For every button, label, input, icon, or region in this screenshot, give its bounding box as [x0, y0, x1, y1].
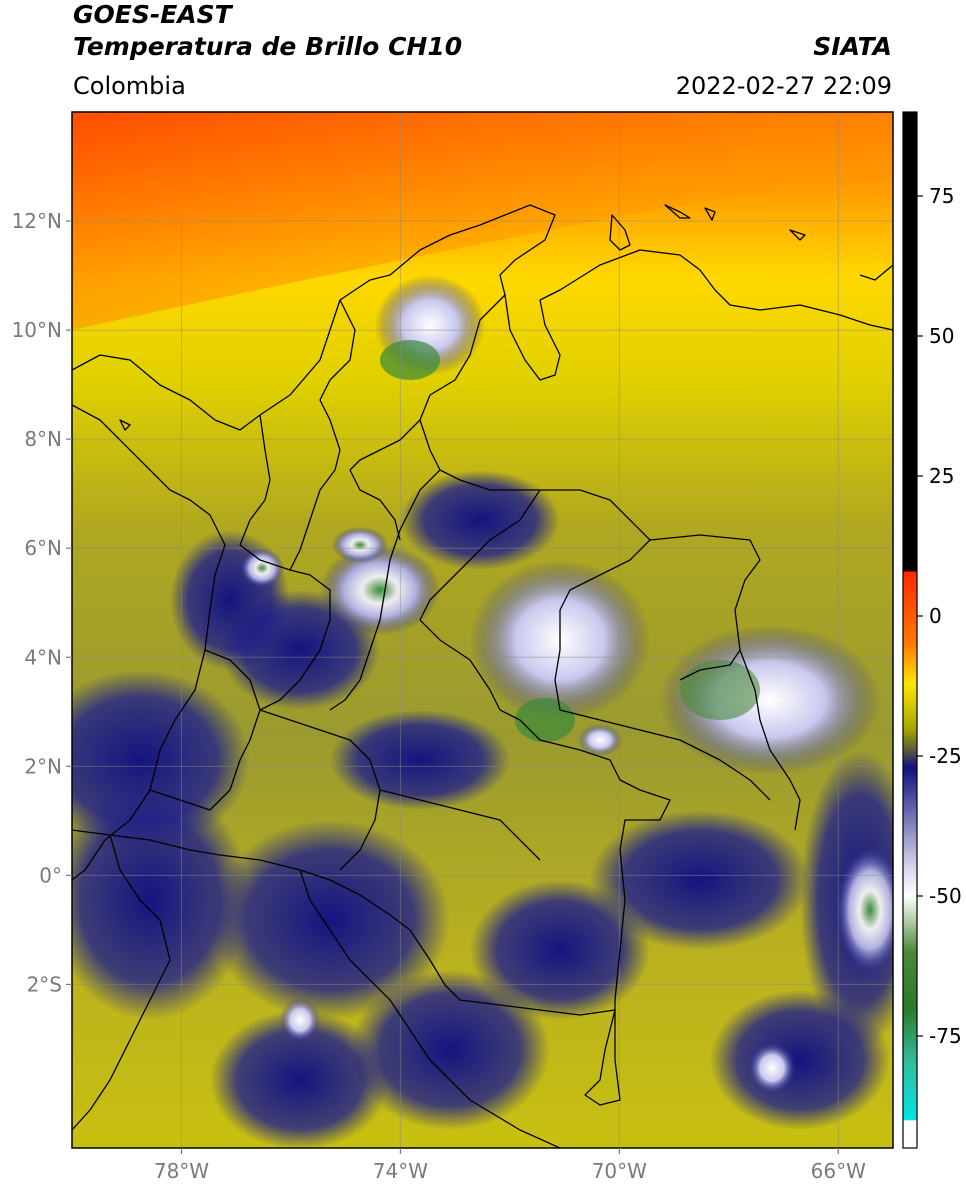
- lon-tick-label: 78°W: [154, 1159, 209, 1183]
- colorbar-axis: 75 50 25 0 -25 -50 -75: [917, 184, 962, 1048]
- lat-tick-label: 10°N: [12, 318, 62, 342]
- organization-label: SIATA: [813, 32, 892, 61]
- colorbar-tick-label: 75: [929, 184, 954, 208]
- lat-tick-label: 0°: [39, 863, 62, 887]
- colorbar-tick-label: 25: [929, 464, 954, 488]
- lat-tick-label: 8°N: [24, 427, 62, 451]
- lat-tick-label: 4°N: [24, 645, 62, 669]
- colorbar: 75 50 25 0 -25 -50 -75: [902, 111, 962, 1149]
- region-label: Colombia: [73, 72, 186, 100]
- map-frame: [71, 111, 894, 1149]
- lon-tick-label: 70°W: [592, 1159, 647, 1183]
- colorbar-tick-label: -25: [929, 744, 962, 768]
- lat-tick-label: 2°N: [24, 754, 62, 778]
- lon-tick-label: 66°W: [811, 1159, 866, 1183]
- latitude-axis: 12°N 10°N 8°N 6°N 4°N 2°N 0° 2°S: [12, 209, 72, 996]
- lon-tick-label: 74°W: [373, 1159, 428, 1183]
- colorbar-tick-label: 50: [929, 324, 954, 348]
- colorbar-frame: [902, 111, 918, 1149]
- lat-tick-label: 12°N: [12, 209, 62, 233]
- satellite-title: GOES-EAST: [73, 0, 232, 29]
- product-title: Temperatura de Brillo CH10: [73, 32, 463, 61]
- satellite-image: [72, 112, 893, 1148]
- lat-tick-label: 2°S: [27, 972, 62, 996]
- lat-tick-label: 6°N: [24, 536, 62, 560]
- colorbar-tick-label: 0: [929, 604, 942, 628]
- longitude-axis: 78°W 74°W 70°W 66°W: [154, 1148, 866, 1183]
- colorbar-tick-label: -75: [929, 1024, 962, 1048]
- datetime-label: 2022-02-27 22:09: [675, 72, 892, 100]
- colorbar-ramp: [903, 112, 917, 1148]
- colorbar-tick-label: -50: [929, 884, 962, 908]
